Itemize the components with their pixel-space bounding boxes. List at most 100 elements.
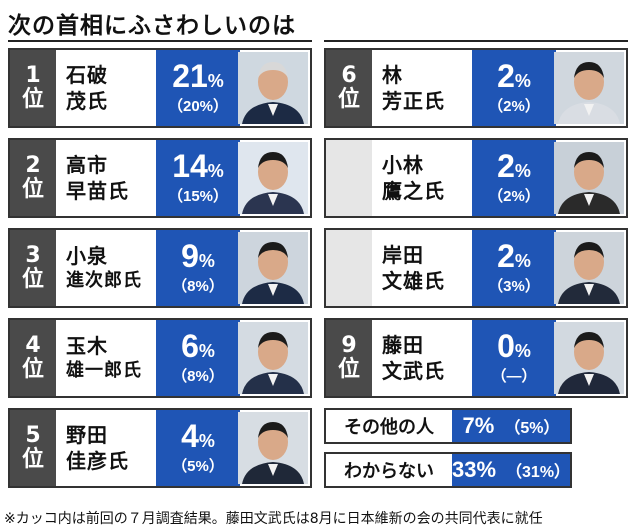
rank-suffix: 位	[21, 357, 44, 382]
value-cell: 0% （―）	[472, 320, 556, 396]
others-value: 7%	[462, 413, 495, 438]
value-unit: %	[198, 431, 215, 451]
candidate-photo	[238, 412, 308, 484]
value-unit: %	[514, 161, 531, 181]
others-label: わからない	[344, 461, 434, 482]
previous-value-label: （20%）	[167, 98, 229, 115]
rank-suffix: 位	[337, 87, 360, 112]
value-cell: 14% （15%）	[156, 140, 240, 216]
value-cell: 4% （5%）	[156, 410, 240, 486]
value-label: 2%	[497, 60, 531, 92]
value-number: 4	[181, 418, 199, 454]
rank-cell	[326, 230, 372, 306]
ranking-row: 4 位玉木 雄一郎氏 6% （8%）	[8, 318, 312, 398]
ranking-row: 3 位小泉 進次郎氏 9% （8%）	[8, 228, 312, 308]
value-label: 2%	[497, 150, 531, 182]
rank-suffix: 位	[337, 357, 360, 382]
previous-value-label: （15%）	[167, 188, 229, 205]
previous-value-label: （5%）	[172, 458, 224, 475]
value-cell: 2% （2%）	[472, 50, 556, 126]
candidate-name-line2: 芳正氏	[382, 89, 445, 113]
rank-suffix: 位	[21, 267, 44, 292]
others-row: わからない 33% （31%）	[324, 452, 572, 488]
candidate-name-line1: 林	[382, 63, 403, 87]
candidate-photo	[238, 232, 308, 304]
candidate-name: 藤田 文武氏	[382, 320, 468, 396]
ranking-row: 2 位高市 早苗氏 14% （15%）	[8, 138, 312, 218]
value-label: 21%	[172, 60, 224, 92]
ranking-row: 岸田 文雄氏 2% （3%）	[324, 228, 628, 308]
value-number: 14	[172, 148, 208, 184]
previous-value-label: （8%）	[172, 368, 224, 385]
candidate-name-line1: 野田	[66, 423, 108, 447]
rank-suffix: 位	[21, 87, 44, 112]
candidate-name-line1: 藤田	[382, 333, 424, 357]
others-previous-value: （31%）	[506, 464, 571, 481]
candidate-name-line2: 文武氏	[382, 359, 445, 383]
value-number: 2	[497, 148, 515, 184]
value-cell: 21% （20%）	[156, 50, 240, 126]
candidate-name-line2: 雄一郎氏	[66, 360, 142, 382]
value-cell: 9% （8%）	[156, 230, 240, 306]
previous-value-label: （2%）	[488, 188, 540, 205]
value-number: 9	[181, 238, 199, 274]
title-rule-right	[324, 40, 628, 42]
value-unit: %	[207, 161, 224, 181]
value-label: 14%	[172, 150, 224, 182]
rank-number: 5	[25, 422, 41, 448]
value-unit: %	[198, 251, 215, 271]
ranking-row: 5 位野田 佳彦氏 4% （5%）	[8, 408, 312, 488]
rank-number: 6	[341, 62, 357, 88]
others-value: 33%	[451, 457, 497, 482]
candidate-name: 林芳正氏	[382, 50, 468, 126]
candidate-photo	[554, 322, 624, 394]
value-label: 4%	[181, 420, 215, 452]
candidate-name: 野田 佳彦氏	[66, 410, 152, 486]
footnote: ※カッコ内は前回の７月調査結果。藤田文武氏は8月に日本維新の会の共同代表に就任	[4, 511, 543, 527]
candidate-name-line1: 高市	[66, 153, 108, 177]
rank-suffix: 位	[21, 447, 44, 472]
candidate-photo	[238, 52, 308, 124]
value-number: 2	[497, 58, 515, 94]
previous-value-label: （3%）	[488, 278, 540, 295]
candidate-name-line2: 佳彦氏	[66, 449, 129, 473]
candidate-name-line1: 岸田	[382, 243, 424, 267]
rank-number: 2	[25, 152, 41, 178]
ranking-row: 1 位石破 茂氏 21% （20%）	[8, 48, 312, 128]
candidate-photo	[554, 232, 624, 304]
others-value-cell: 7% （5%）	[452, 410, 570, 442]
candidate-name: 岸田 文雄氏	[382, 230, 468, 306]
value-number: 2	[497, 238, 515, 274]
candidate-photo	[554, 142, 624, 214]
value-unit: %	[198, 341, 215, 361]
value-unit: %	[514, 71, 531, 91]
value-label: 9%	[181, 240, 215, 272]
value-unit: %	[514, 251, 531, 271]
candidate-name-line2: 進次郎氏	[66, 270, 142, 292]
value-cell: 2% （2%）	[472, 140, 556, 216]
ranking-row: 小林 鷹之氏 2% （2%）	[324, 138, 628, 218]
value-number: 21	[172, 58, 208, 94]
candidate-name: 石破 茂氏	[66, 50, 152, 126]
rank-number: 1	[25, 62, 41, 88]
rank-number: 9	[341, 332, 357, 358]
value-number: 6	[181, 328, 199, 364]
candidate-name-line2: 鷹之氏	[382, 179, 445, 203]
others-label: その他の人	[344, 417, 434, 438]
rank-number: 4	[25, 332, 41, 358]
candidate-name-line1: 石破	[66, 63, 108, 87]
value-unit: %	[514, 341, 531, 361]
candidate-name: 高市 早苗氏	[66, 140, 152, 216]
value-unit: %	[207, 71, 224, 91]
value-cell: 6% （8%）	[156, 320, 240, 396]
others-row: その他の人 7% （5%）	[324, 408, 572, 444]
title-rule-left	[8, 40, 312, 42]
rank-number: 3	[25, 242, 41, 268]
candidate-name: 小泉 進次郎氏	[66, 230, 152, 306]
